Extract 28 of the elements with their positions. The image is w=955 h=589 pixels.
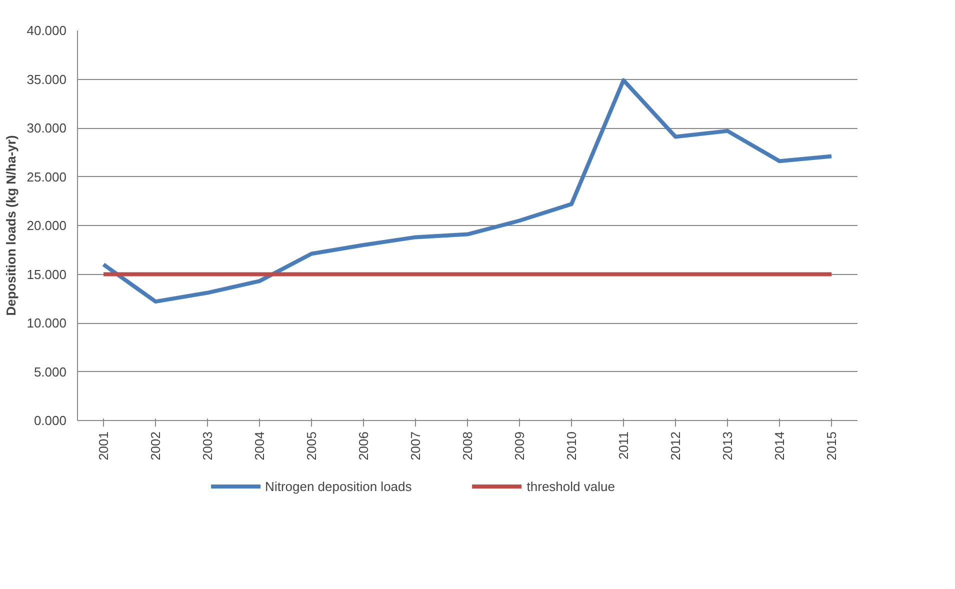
x-tick-label: 2001 [96,432,111,460]
x-tick-label: 2012 [668,432,683,460]
x-tick-label: 2011 [616,431,631,460]
x-tick-label: 2003 [200,432,215,460]
y-tick-label: 25.000 [26,169,67,184]
line-series [102,78,834,304]
x-tick-label: 2010 [564,432,579,460]
x-tick-label: 2002 [148,432,163,460]
legend-label: Nitrogen deposition loads [265,478,412,494]
y-tick-label: 15.000 [26,266,67,282]
x-tick-label: 2009 [512,432,527,460]
legend-label: threshold value [526,478,615,494]
x-tick-label: 2014 [772,432,787,460]
x-tick-label: 2005 [304,432,319,460]
x-tick-label: 2004 [252,432,267,460]
y-tick-label: 40.000 [26,23,67,38]
x-tick-label: 2007 [408,432,423,460]
x-tick-label: 2006 [356,432,371,460]
x-tick-label: 2013 [720,432,735,460]
y-tick-label: 5.000 [34,364,67,380]
y-tick-label: 20.000 [26,218,67,233]
y-tick-label: 10.000 [26,316,67,330]
y-axis-title: Deposition loads (kg N/ha-yr) [4,135,19,316]
x-tick-label: 2008 [460,432,475,460]
y-tick-label: 35.000 [26,72,67,87]
x-tick-label: 2015 [824,432,839,460]
y-tick-label: 0.000 [34,413,67,428]
y-tick-label: 30.000 [26,120,67,136]
